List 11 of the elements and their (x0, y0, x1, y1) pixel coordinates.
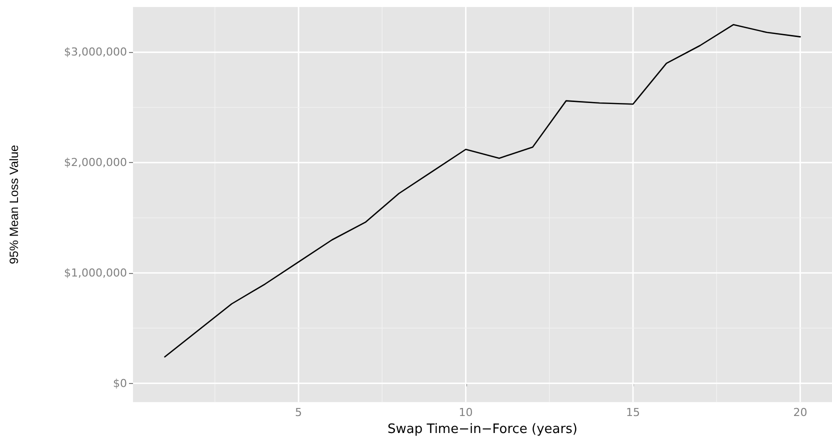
x-tick-label: 15 (626, 406, 640, 420)
y-tick-label: $3,000,000 (64, 46, 127, 59)
x-tick-label: 10 (458, 406, 473, 420)
line-series (164, 24, 801, 358)
y-tick-label: $2,000,000 (64, 156, 127, 170)
y-tick-label: $0 (113, 376, 127, 390)
x-axis-title: Swap Time−in−Force (years) (388, 422, 578, 437)
x-tick-label: 5 (295, 406, 302, 420)
y-tick-label: $1,000,000 (64, 266, 127, 280)
y-axis-title: 95% Mean Loss Value (7, 144, 21, 264)
x-tick-label: 20 (793, 406, 808, 420)
